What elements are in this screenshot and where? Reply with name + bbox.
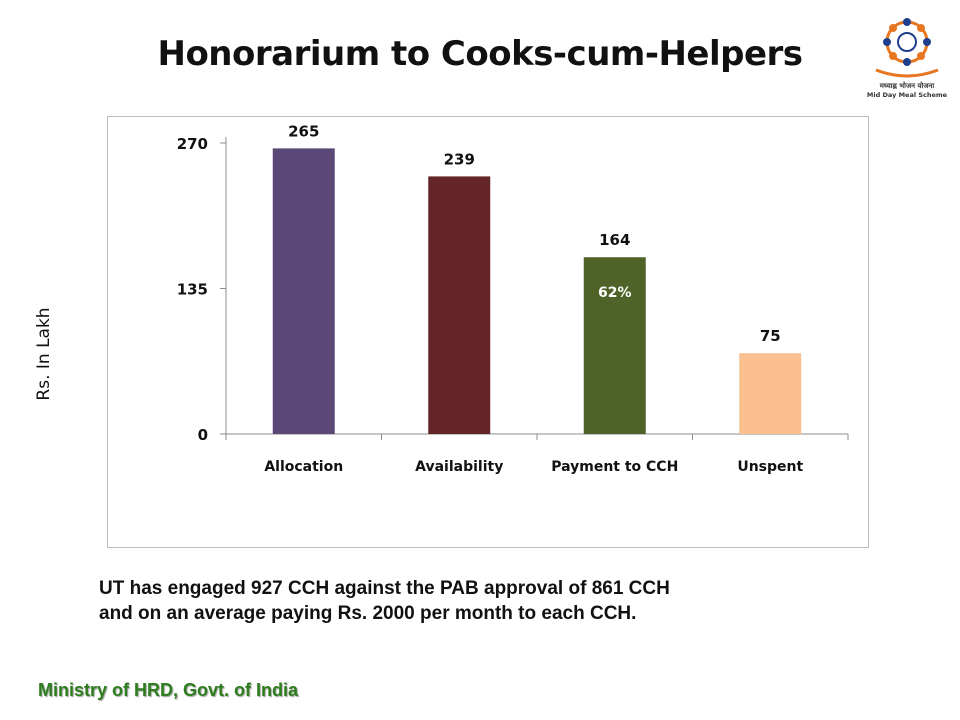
note-text: UT has engaged 927 CCH against the PAB a… <box>99 576 859 626</box>
y-tick-label: 0 <box>198 426 208 444</box>
bar-availability <box>428 176 491 434</box>
mid-day-meal-logo: मध्याह्न भोजन योजना Mid Day Meal Scheme <box>867 18 948 99</box>
bar-payment-to-cch <box>583 257 646 434</box>
y-axis-title: Rs. In Lakh <box>34 307 54 401</box>
data-label: 75 <box>760 327 781 345</box>
x-tick-label: Allocation <box>264 459 343 475</box>
bar-allocation <box>272 148 335 434</box>
y-tick-label: 270 <box>177 135 208 153</box>
data-label: 164 <box>599 231 630 249</box>
note-line-2: and on an average paying Rs. 2000 per mo… <box>99 603 637 624</box>
page-title: Honorarium to Cooks-cum-Helpers <box>157 34 803 74</box>
x-tick-label: Payment to CCH <box>551 459 678 475</box>
logo-text-hindi: मध्याह्न भोजन योजना <box>879 81 936 90</box>
bar-annotation: 62% <box>598 285 632 301</box>
data-label: 265 <box>288 122 319 140</box>
data-label: 239 <box>444 150 475 168</box>
x-tick-label: Unspent <box>737 459 803 475</box>
bar-unspent <box>739 353 802 434</box>
footer-ministry: Ministry of HRD, Govt. of India <box>38 680 298 700</box>
logo-ring-icon <box>875 18 939 78</box>
y-tick-label: 135 <box>177 281 208 299</box>
note-line-1: UT has engaged 927 CCH against the PAB a… <box>99 578 670 599</box>
x-tick-label: Availability <box>415 459 503 475</box>
logo-text-english: Mid Day Meal Scheme <box>867 91 948 99</box>
